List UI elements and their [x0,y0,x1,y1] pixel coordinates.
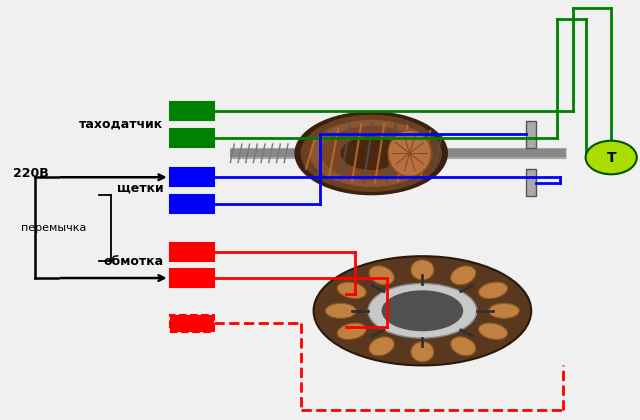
Text: обмотка: обмотка [103,255,163,268]
Ellipse shape [369,337,394,356]
Ellipse shape [388,130,431,176]
Bar [526,169,536,197]
Bar [170,243,214,261]
Ellipse shape [310,120,433,187]
Ellipse shape [411,260,434,280]
Ellipse shape [314,256,531,365]
Bar [170,168,214,186]
Ellipse shape [381,290,463,331]
Ellipse shape [479,323,508,339]
Ellipse shape [337,323,366,339]
Bar [170,315,214,332]
Text: щетки: щетки [116,181,163,194]
Circle shape [586,141,637,174]
Ellipse shape [337,282,366,299]
Bar [170,195,214,213]
Ellipse shape [479,282,508,299]
Bar [170,269,214,287]
Bar [170,102,214,120]
Bar [526,121,536,148]
Text: T: T [606,150,616,165]
Ellipse shape [294,111,448,195]
Text: таходатчик: таходатчик [79,118,163,131]
Ellipse shape [321,126,421,181]
Bar [170,129,214,147]
Ellipse shape [489,303,520,318]
Ellipse shape [301,115,442,192]
Ellipse shape [368,284,477,338]
Ellipse shape [340,136,402,170]
Ellipse shape [325,303,356,318]
Ellipse shape [451,266,476,285]
Text: 220В: 220В [13,167,49,179]
Ellipse shape [411,342,434,362]
Ellipse shape [369,266,394,285]
Ellipse shape [451,337,476,356]
Text: перемычка: перемычка [21,223,86,233]
